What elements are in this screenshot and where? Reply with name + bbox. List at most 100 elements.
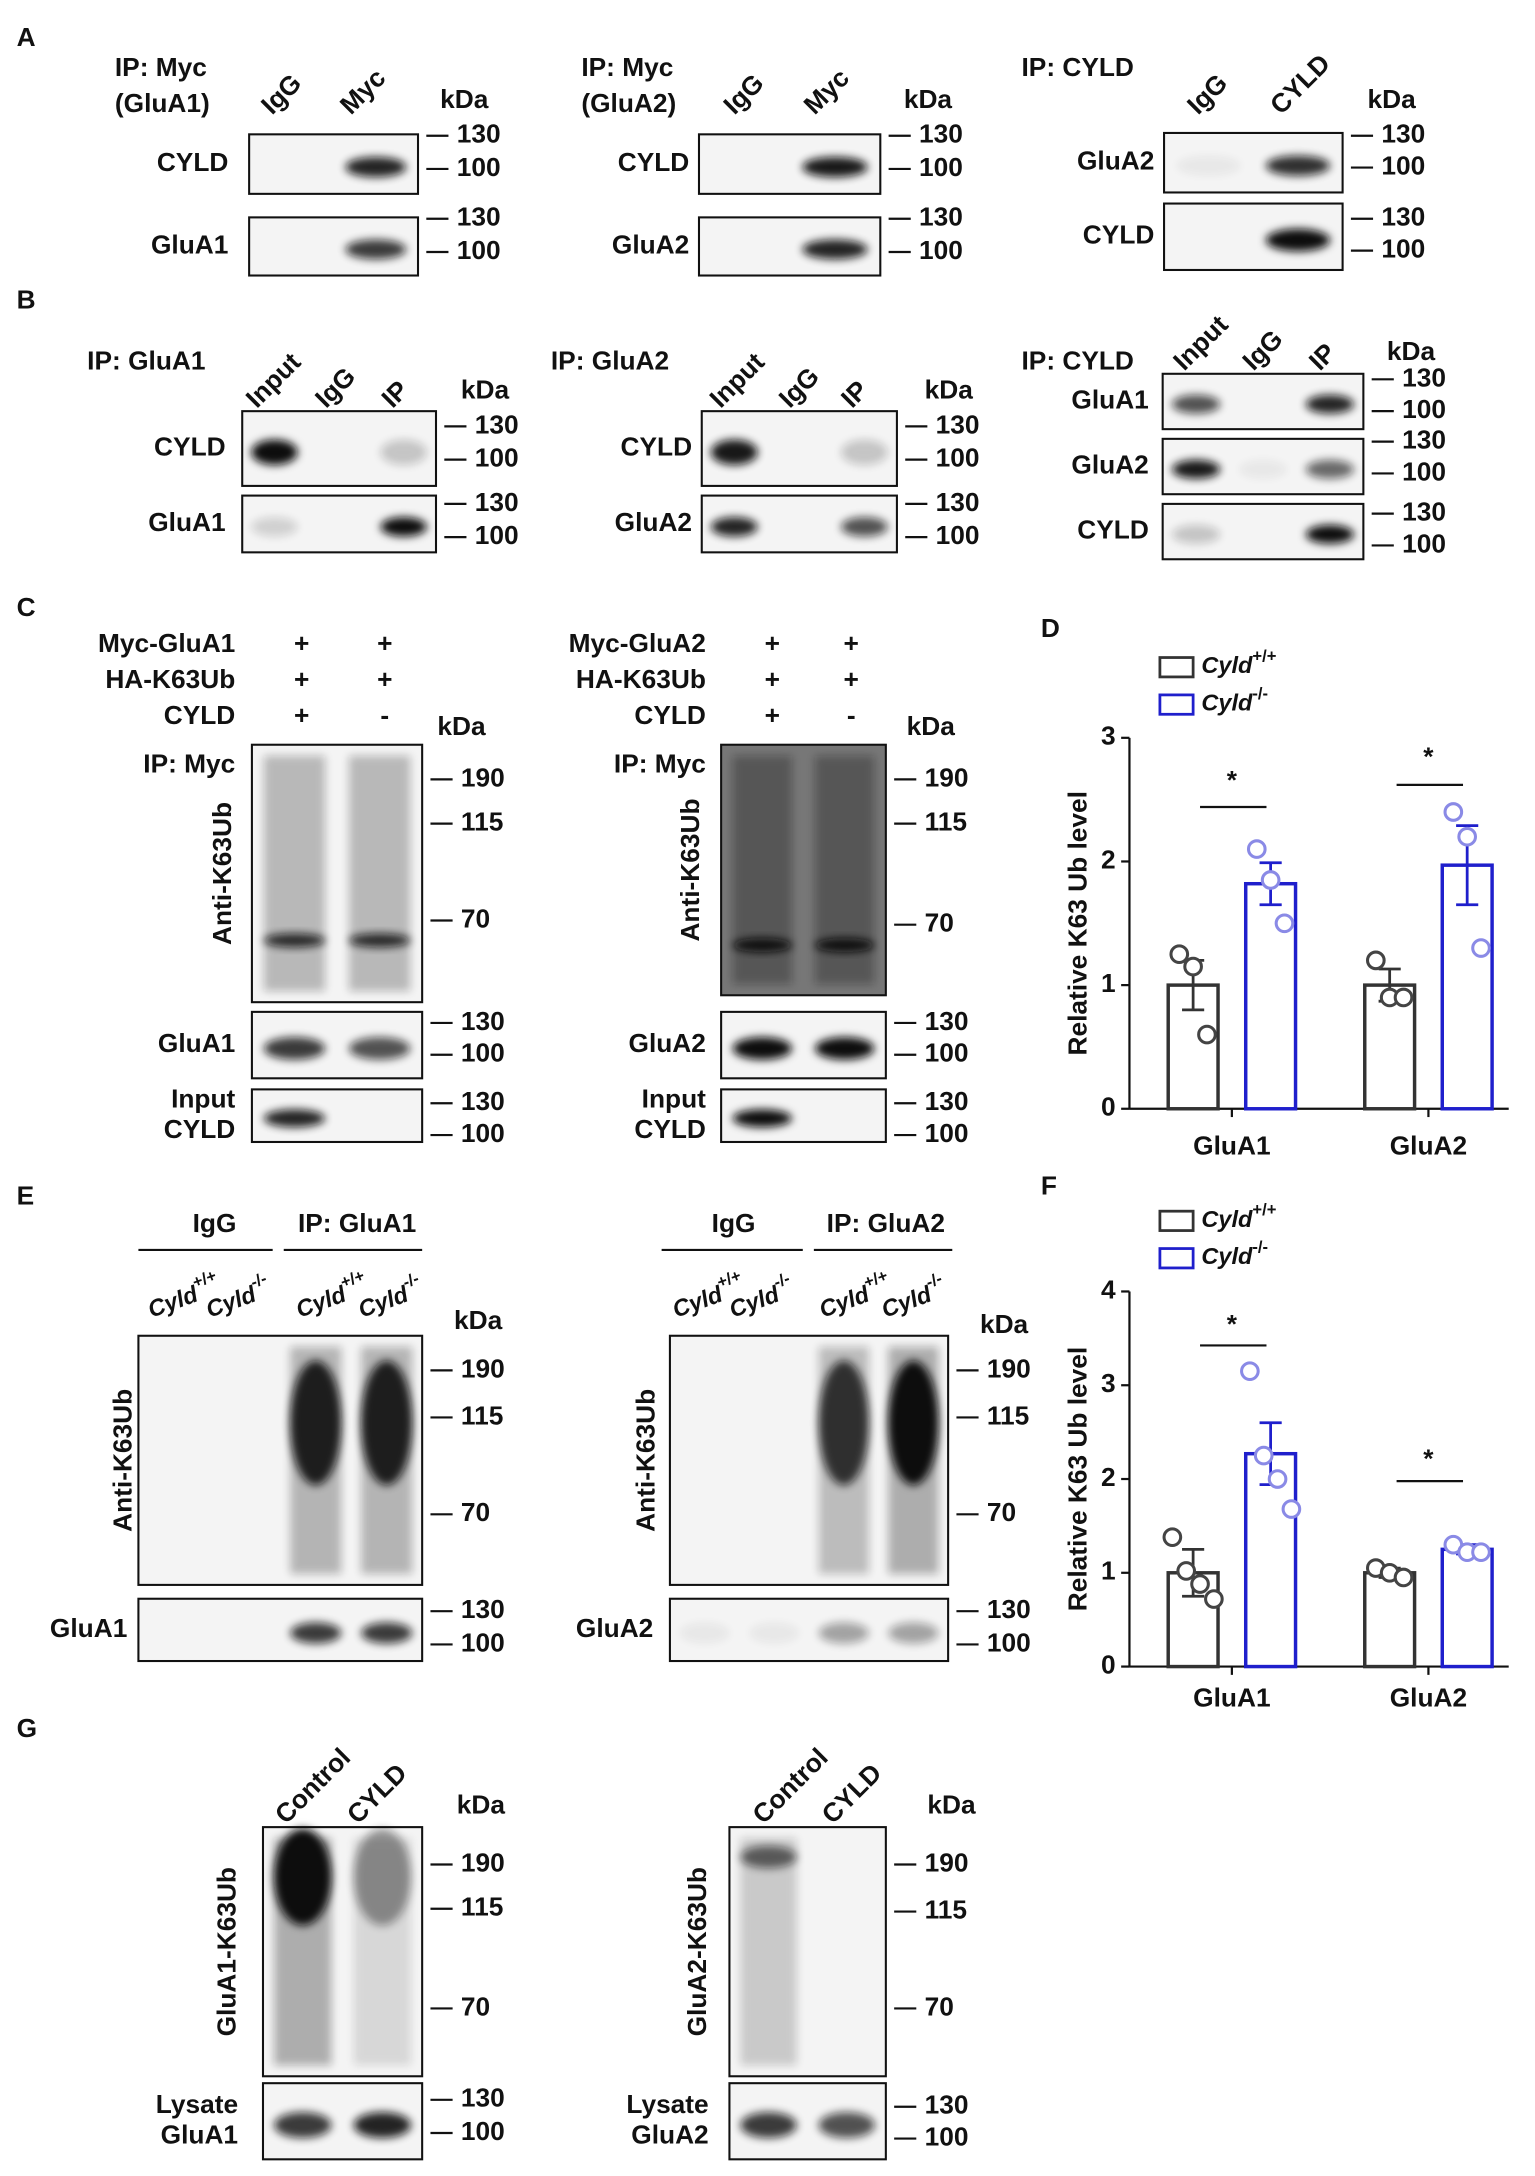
condition-label: HA-K63Ub [105, 664, 235, 694]
row-ylabel: GluA2-K63Ub [682, 1867, 712, 2036]
legend-name: Cyld [1201, 690, 1253, 716]
marker-label: 115 [925, 1894, 967, 1924]
blot-title: IP: GluA1 [87, 346, 205, 376]
marker-label: 100 [936, 520, 980, 550]
kda-label: kDa [980, 1309, 1029, 1339]
panel-letter: G [17, 1713, 37, 1743]
band [888, 1622, 939, 1644]
row-label: CYLD [1083, 220, 1155, 250]
band [818, 1360, 869, 1486]
legend-genotype: -/- [1252, 1238, 1268, 1257]
marker-label: 100 [925, 1118, 969, 1148]
marker-label: 190 [925, 762, 969, 792]
band [263, 1109, 326, 1128]
legend-name: Cyld [1201, 1243, 1253, 1269]
marker-label: 100 [1402, 528, 1446, 558]
band [888, 1360, 939, 1486]
lane-genotype: -/- [924, 1269, 945, 1292]
marker-label: 130 [1402, 425, 1446, 455]
lane-label: CYLD [341, 1758, 413, 1830]
blot-title: (GluA1) [115, 88, 210, 118]
marker-label: 115 [987, 1400, 1029, 1430]
panel-letter: A [17, 22, 36, 52]
band [1305, 459, 1355, 479]
data-point [1246, 839, 1267, 859]
marker-label: 70 [461, 1991, 490, 2021]
kda-label: kDa [437, 711, 486, 741]
row-label: GluA2 [631, 2119, 708, 2149]
blot-title: IP: Myc [581, 52, 673, 82]
panel-letter: F [1041, 1171, 1057, 1201]
row-label: GluA2 [576, 1613, 653, 1643]
lane-gene: Cyld [669, 1281, 726, 1323]
legend-label: Cyld-/- [1201, 684, 1268, 716]
lane-gene: Cyld [878, 1281, 935, 1323]
marker-label: 100 [1381, 234, 1425, 264]
row-label: GluA1 [1071, 384, 1148, 414]
condition-sign: + [765, 700, 780, 730]
data-point [1365, 950, 1386, 971]
marker-label: 100 [936, 443, 980, 473]
band [840, 439, 888, 465]
y-tick-label: 3 [1101, 721, 1116, 751]
lane-genotype: +/+ [861, 1266, 890, 1292]
band [710, 517, 758, 537]
condition-sign: + [294, 664, 309, 694]
blot-title: IP: Myc [143, 748, 235, 778]
legend-genotype: +/+ [1252, 1201, 1276, 1220]
marker-label: 115 [461, 1892, 503, 1922]
row-label: Lysate [626, 2089, 708, 2119]
condition-sign: + [844, 664, 859, 694]
y-tick-label: 4 [1101, 1274, 1116, 1304]
row-ylabel: Anti-K63Ub [108, 1389, 138, 1532]
band [732, 1037, 792, 1060]
lane-label: Control [269, 1742, 356, 1829]
group-label: IgG [193, 1208, 237, 1238]
condition-label: CYLD [634, 700, 706, 730]
marker-label: 115 [925, 807, 967, 837]
legend-genotype: +/+ [1252, 647, 1276, 666]
lane-label: Input [1167, 309, 1234, 376]
data-point [1274, 913, 1295, 934]
condition-label: CYLD [164, 700, 236, 730]
legend-swatch [1158, 1247, 1195, 1270]
marker-label: 100 [919, 152, 963, 182]
band [749, 1622, 800, 1644]
y-tick-label: 2 [1101, 844, 1116, 874]
blot-title: IP: CYLD [1021, 52, 1133, 82]
marker-label: 190 [987, 1353, 1031, 1383]
condition-sign: + [765, 664, 780, 694]
data-point [1204, 1589, 1224, 1609]
group-label: IgG [712, 1208, 756, 1238]
marker-label: 130 [1381, 119, 1425, 149]
band [732, 938, 792, 953]
band [802, 239, 868, 260]
marker-label: 130 [461, 1594, 505, 1624]
marker-label: 70 [461, 903, 490, 933]
band [348, 933, 411, 948]
lane-label: IgG [309, 361, 361, 413]
marker-label: 130 [461, 1006, 505, 1036]
legend-swatch [1158, 693, 1195, 716]
row-label: GluA2 [1071, 449, 1148, 479]
band [290, 1622, 342, 1644]
bar [1440, 1547, 1494, 1669]
lane-genotype: +/+ [715, 1266, 744, 1292]
condition-label: Myc-GluA1 [98, 628, 235, 658]
lane-gene: Cyld [816, 1281, 873, 1323]
band [1265, 228, 1331, 252]
band [840, 517, 888, 537]
marker-label: 130 [457, 202, 501, 232]
lane-label: Input [240, 347, 307, 414]
marker-label: 130 [925, 2090, 969, 2120]
condition-sign: + [377, 628, 392, 658]
y-tick-label: 0 [1101, 1650, 1116, 1680]
band [361, 1622, 413, 1644]
legend-label: Cyld-/- [1201, 1238, 1268, 1270]
y-axis-label: Relative K63 Ub level [1063, 791, 1093, 1055]
kda-label: kDa [904, 84, 953, 114]
row-ylabel: Anti-K63Ub [207, 802, 237, 945]
band [815, 938, 875, 953]
band [1176, 155, 1241, 176]
data-point [1393, 987, 1414, 1008]
